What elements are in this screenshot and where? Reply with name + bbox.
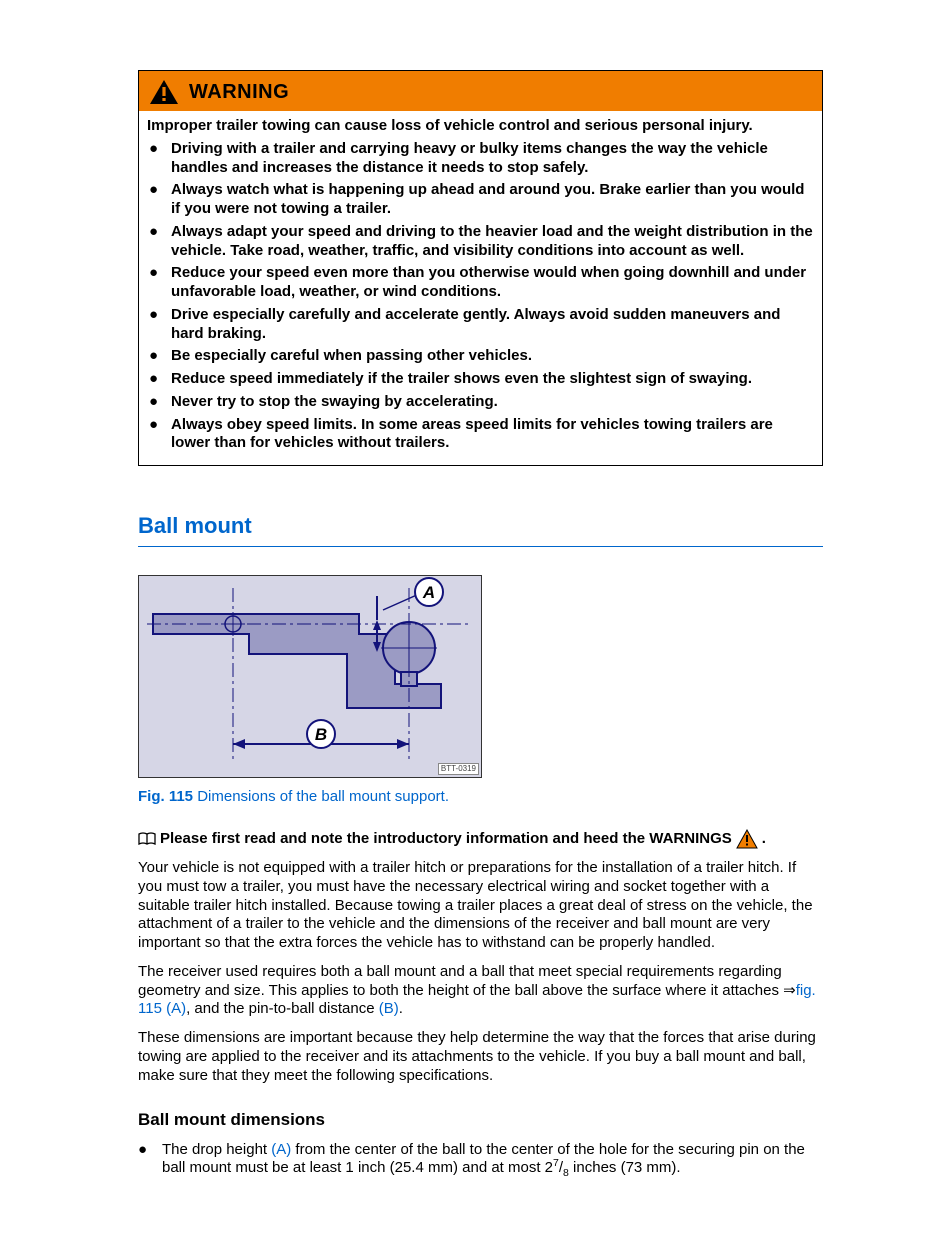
warning-body: Improper trailer towing can cause loss o… bbox=[139, 111, 822, 465]
warning-bullet-text: Drive especially carefully and accelerat… bbox=[171, 306, 814, 344]
ball-mount-diagram: A B bbox=[139, 576, 479, 772]
warning-bullet-text: Never try to stop the swaying by acceler… bbox=[171, 393, 814, 412]
figure-caption-text: Dimensions of the ball mount support. bbox=[197, 788, 449, 805]
warning-bullet-text: Driving with a trailer and carrying heav… bbox=[171, 140, 814, 178]
warning-header: WARNING bbox=[139, 71, 822, 111]
warning-bullet: ●Be especially careful when passing othe… bbox=[147, 347, 814, 366]
paragraph: The receiver used requires both a ball m… bbox=[138, 963, 823, 1019]
warning-bullet-text: Always watch what is happening up ahead … bbox=[171, 181, 814, 219]
figure-caption: Fig. 115 Dimensions of the ball mount su… bbox=[138, 788, 823, 807]
intro-text-end: . bbox=[762, 830, 766, 849]
dimension-bullet-text: The drop height (A) from the center of t… bbox=[162, 1141, 823, 1179]
fig-ref-link[interactable]: (B) bbox=[379, 1000, 399, 1017]
dimension-bullet: ● The drop height (A) from the center of… bbox=[138, 1141, 823, 1179]
paragraph: These dimensions are important because t… bbox=[138, 1029, 823, 1085]
figure-ball-mount: A B BTT-0319 bbox=[138, 575, 482, 779]
figure-label-a: A bbox=[422, 583, 435, 602]
warning-bullet: ●Reduce your speed even more than you ot… bbox=[147, 264, 814, 302]
warning-bullet: ●Driving with a trailer and carrying hea… bbox=[147, 140, 814, 178]
book-icon bbox=[138, 832, 156, 846]
dimensions-heading: Ball mount dimensions bbox=[138, 1109, 823, 1130]
warning-triangle-small-icon bbox=[736, 829, 758, 849]
warning-triangle-icon bbox=[149, 79, 179, 105]
paragraph: Your vehicle is not equipped with a trai… bbox=[138, 859, 823, 953]
warning-bullet-text: Always adapt your speed and driving to t… bbox=[171, 223, 814, 261]
figure-label-b: B bbox=[315, 725, 327, 744]
warning-bullet: ●Reduce speed immediately if the trailer… bbox=[147, 370, 814, 389]
intro-note: Please first read and note the introduct… bbox=[138, 829, 823, 849]
warning-bullet-text: Reduce your speed even more than you oth… bbox=[171, 264, 814, 302]
section-heading: Ball mount bbox=[138, 512, 823, 547]
intro-text: Please first read and note the introduct… bbox=[160, 830, 732, 849]
fig-ref-link[interactable]: (A) bbox=[271, 1141, 291, 1158]
warning-bullet: ●Drive especially carefully and accelera… bbox=[147, 306, 814, 344]
warning-bullet-text: Reduce speed immediately if the trailer … bbox=[171, 370, 814, 389]
figure-code: BTT-0319 bbox=[438, 763, 479, 775]
warning-bullet: ●Always watch what is happening up ahead… bbox=[147, 181, 814, 219]
warning-title: WARNING bbox=[189, 80, 289, 105]
warning-bullet: ●Never try to stop the swaying by accele… bbox=[147, 393, 814, 412]
warning-bullet-text: Be especially careful when passing other… bbox=[171, 347, 814, 366]
figure-number: Fig. 115 bbox=[138, 788, 193, 805]
warning-bullet: ●Always obey speed limits. In some areas… bbox=[147, 416, 814, 454]
warning-bullet-text: Always obey speed limits. In some areas … bbox=[171, 416, 814, 454]
warning-box: WARNING Improper trailer towing can caus… bbox=[138, 70, 823, 466]
warning-lead: Improper trailer towing can cause loss o… bbox=[147, 117, 814, 136]
warning-bullet: ●Always adapt your speed and driving to … bbox=[147, 223, 814, 261]
